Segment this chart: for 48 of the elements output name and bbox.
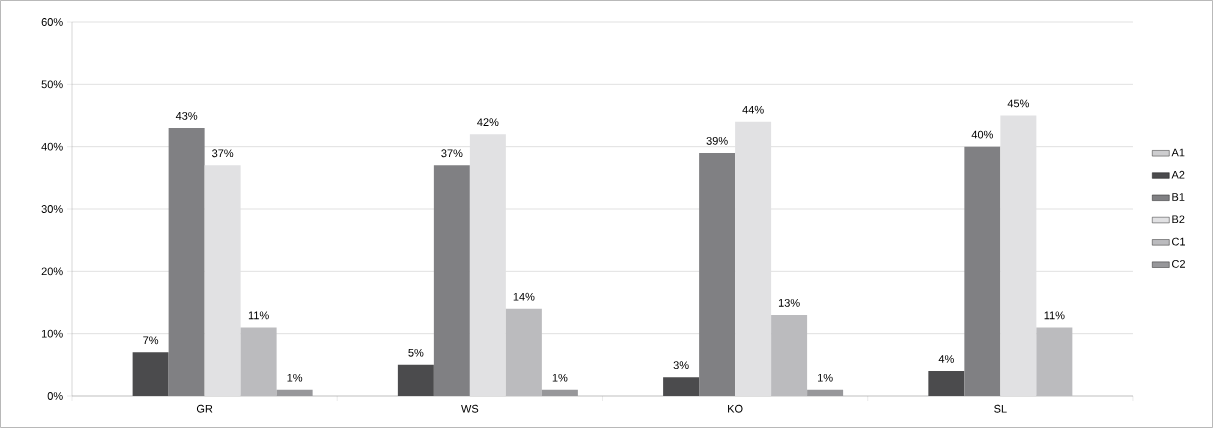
- y-tick-label: 30%: [41, 205, 63, 213]
- bar: [204, 165, 241, 396]
- bar: [964, 146, 1001, 396]
- data-label: 1%: [552, 373, 568, 382]
- legend-label: B2: [1172, 215, 1185, 224]
- data-label: 3%: [673, 361, 689, 370]
- x-tick-label: KO: [728, 404, 743, 413]
- data-label: 43%: [175, 111, 198, 120]
- data-label: 40%: [971, 130, 993, 139]
- bar: [663, 377, 700, 396]
- data-label: 11%: [248, 311, 269, 320]
- bar: [735, 121, 772, 396]
- data-label: 1%: [287, 373, 303, 382]
- bar: [397, 364, 434, 396]
- data-label: 37%: [441, 149, 463, 158]
- y-tick-label: 40%: [41, 142, 63, 151]
- legend-label: A2: [1171, 170, 1185, 179]
- bar: [928, 371, 965, 396]
- legend-label: A1: [1171, 148, 1185, 157]
- x-tick-label: SL: [994, 404, 1007, 413]
- data-label: 11%: [1044, 311, 1065, 320]
- bar: [168, 127, 205, 396]
- data-label: 7%: [143, 336, 159, 345]
- legend-label: C2: [1172, 260, 1185, 268]
- data-label: 37%: [212, 149, 234, 158]
- x-tick-label: GR: [196, 404, 213, 413]
- bar: [132, 352, 169, 396]
- bar: [433, 165, 470, 396]
- x-tick-label: WS: [461, 404, 479, 413]
- y-tick-label: 50%: [41, 80, 63, 89]
- legend-label: C1: [1172, 237, 1185, 246]
- bar: [469, 134, 506, 396]
- y-tick-label: 60%: [41, 18, 63, 26]
- legend-label: B1: [1172, 193, 1185, 201]
- data-label: 5%: [408, 348, 424, 357]
- data-label: 44%: [742, 105, 764, 114]
- y-tick-label: 10%: [41, 329, 63, 338]
- data-label: 13%: [778, 298, 800, 307]
- data-label: 42%: [477, 118, 499, 126]
- y-tick-label: 0%: [47, 392, 63, 400]
- data-label: 1%: [818, 373, 833, 382]
- data-label: 14%: [513, 292, 535, 301]
- bar: [699, 152, 736, 396]
- bar: [1000, 115, 1037, 396]
- y-tick-label: 20%: [41, 267, 63, 276]
- data-label: 45%: [1007, 99, 1029, 108]
- data-label: 4%: [938, 355, 954, 363]
- data-label: 39%: [706, 136, 728, 145]
